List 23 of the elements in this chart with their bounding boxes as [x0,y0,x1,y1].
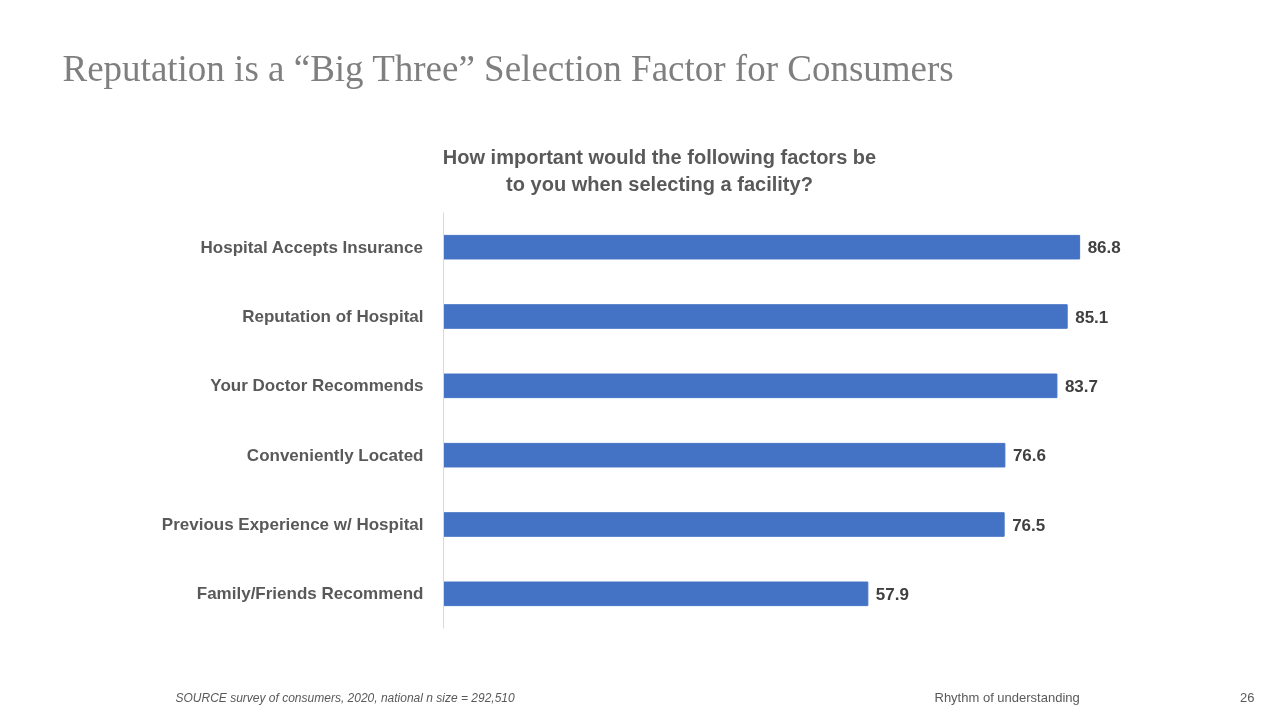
bar [443,373,1058,399]
data-label: 86.8 [1087,238,1121,258]
y-tick-label: Previous Experience w/ Hospital [161,515,424,534]
text: Rhythm of understanding [934,690,1080,705]
chart-subtitle: How important would the following factors be to you when selecting a facility? [442,146,877,195]
text: 26 [1240,690,1255,705]
bar [443,512,1005,537]
y-tick-label: Hospital Accepts Insurance [200,237,423,257]
y-tick-label: Family/Friends Recommend [196,584,424,604]
bar [443,581,869,607]
chart-title: Reputation is a “Big Three” Selection Factor for Consumers [62,48,954,89]
bar [443,234,1081,260]
bar [443,442,1006,468]
y-tick-label: Reputation of Hospital [242,307,424,326]
y-tick-label: Your Doctor Recommends [210,376,424,396]
data-label: 76.6 [1012,446,1046,466]
data-label: 57.9 [875,584,909,604]
bar [443,304,1068,329]
data-label: 83.7 [1064,376,1099,396]
data-label: 76.5 [1012,515,1046,535]
data-label: 85.1 [1075,307,1109,327]
source-note: SOURCE survey of consumers, 2020, national n size = 292,510 [175,690,516,705]
y-tick-label: Conveniently Located [246,445,424,465]
